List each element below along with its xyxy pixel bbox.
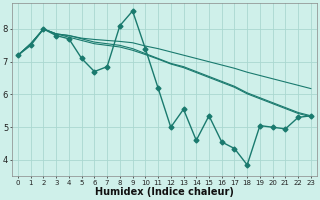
X-axis label: Humidex (Indice chaleur): Humidex (Indice chaleur) bbox=[95, 187, 234, 197]
